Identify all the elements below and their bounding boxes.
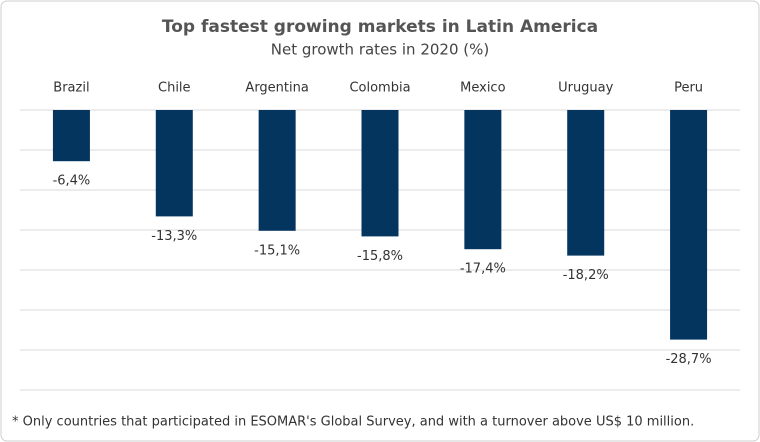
value-label: -15,8%: [357, 249, 403, 264]
category-label: Peru: [674, 81, 703, 96]
chart-title: Top fastest growing markets in Latin Ame…: [162, 17, 598, 37]
bar: [464, 110, 502, 250]
bar: [155, 110, 193, 217]
plot-area: Brazil -6,4% Chile -13,3% Argentina -15,1% Col…: [20, 81, 740, 391]
bar: [670, 110, 708, 340]
value-label: -15,1%: [254, 243, 300, 258]
category-label: Mexico: [460, 81, 505, 96]
bar: [52, 110, 90, 162]
category-label: Chile: [158, 81, 191, 96]
value-label: -17,4%: [460, 262, 506, 277]
chart-subtitle: Net growth rates in 2020 (%): [271, 41, 489, 59]
category-label: Colombia: [349, 81, 410, 96]
category-label: Argentina: [245, 81, 308, 96]
bar: [361, 110, 399, 237]
category-label: Uruguay: [558, 81, 614, 96]
category-label: Brazil: [53, 81, 89, 96]
value-label: -28,7%: [666, 352, 712, 367]
value-label: -6,4%: [53, 174, 91, 189]
value-label: -13,3%: [151, 229, 197, 244]
bar: [567, 110, 605, 256]
bar: [258, 110, 296, 231]
value-label: -18,2%: [563, 268, 609, 283]
footnote: * Only countries that participated in ES…: [12, 415, 694, 430]
